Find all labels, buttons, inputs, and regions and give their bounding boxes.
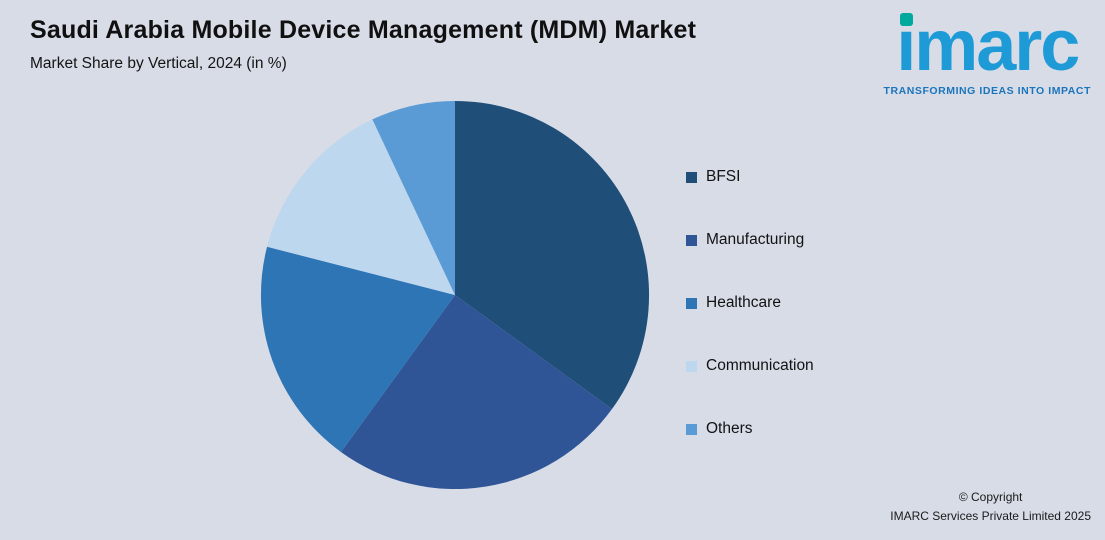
legend-item-healthcare: Healthcare [686,293,814,313]
copyright-line1: © Copyright [958,490,1023,504]
page-title: Saudi Arabia Mobile Device Management (M… [30,16,697,44]
legend-swatch-icon [686,234,697,246]
legend-swatch-icon [686,360,697,372]
legend-swatch-icon [686,171,697,183]
imarc-logo: ımarc TRANSFORMING IDEAS INTO IMPACT [884,10,1091,97]
legend-swatch-icon [686,297,697,309]
pie-slice-manufacturing [340,295,612,490]
copyright: © Copyright IMARC Services Private Limit… [890,488,1091,526]
legend-label: BFSI [706,168,741,185]
page-subtitle: Market Share by Vertical, 2024 (in %) [30,55,287,72]
legend-item-communication: Communication [686,356,814,376]
legend-label: Others [706,420,753,437]
legend-item-manufacturing: Manufacturing [686,230,814,250]
logo-i-dot-icon [900,13,914,26]
logo-wordmark-text: ımarc [896,6,1080,86]
logo-tagline: TRANSFORMING IDEAS INTO IMPACT [883,85,1091,97]
pie-slice-others [372,100,455,295]
legend-label: Healthcare [706,294,781,311]
legend: BFSI Manufacturing Healthcare Communication… [686,167,814,482]
pie-chart [260,100,650,490]
legend-swatch-icon [686,423,697,435]
legend-item-others: Others [686,419,814,439]
header: Saudi Arabia Mobile Device Management (M… [30,16,696,73]
logo-wordmark: ımarc [896,10,1080,82]
pie-slice-healthcare [260,246,455,452]
legend-item-bfsi: BFSI [686,167,814,187]
pie-slice-bfsi [455,100,650,410]
legend-label: Communication [706,357,814,374]
pie-slice-communication [267,119,455,295]
copyright-line2: IMARC Services Private Limited 2025 [890,509,1091,523]
legend-label: Manufacturing [706,231,805,248]
